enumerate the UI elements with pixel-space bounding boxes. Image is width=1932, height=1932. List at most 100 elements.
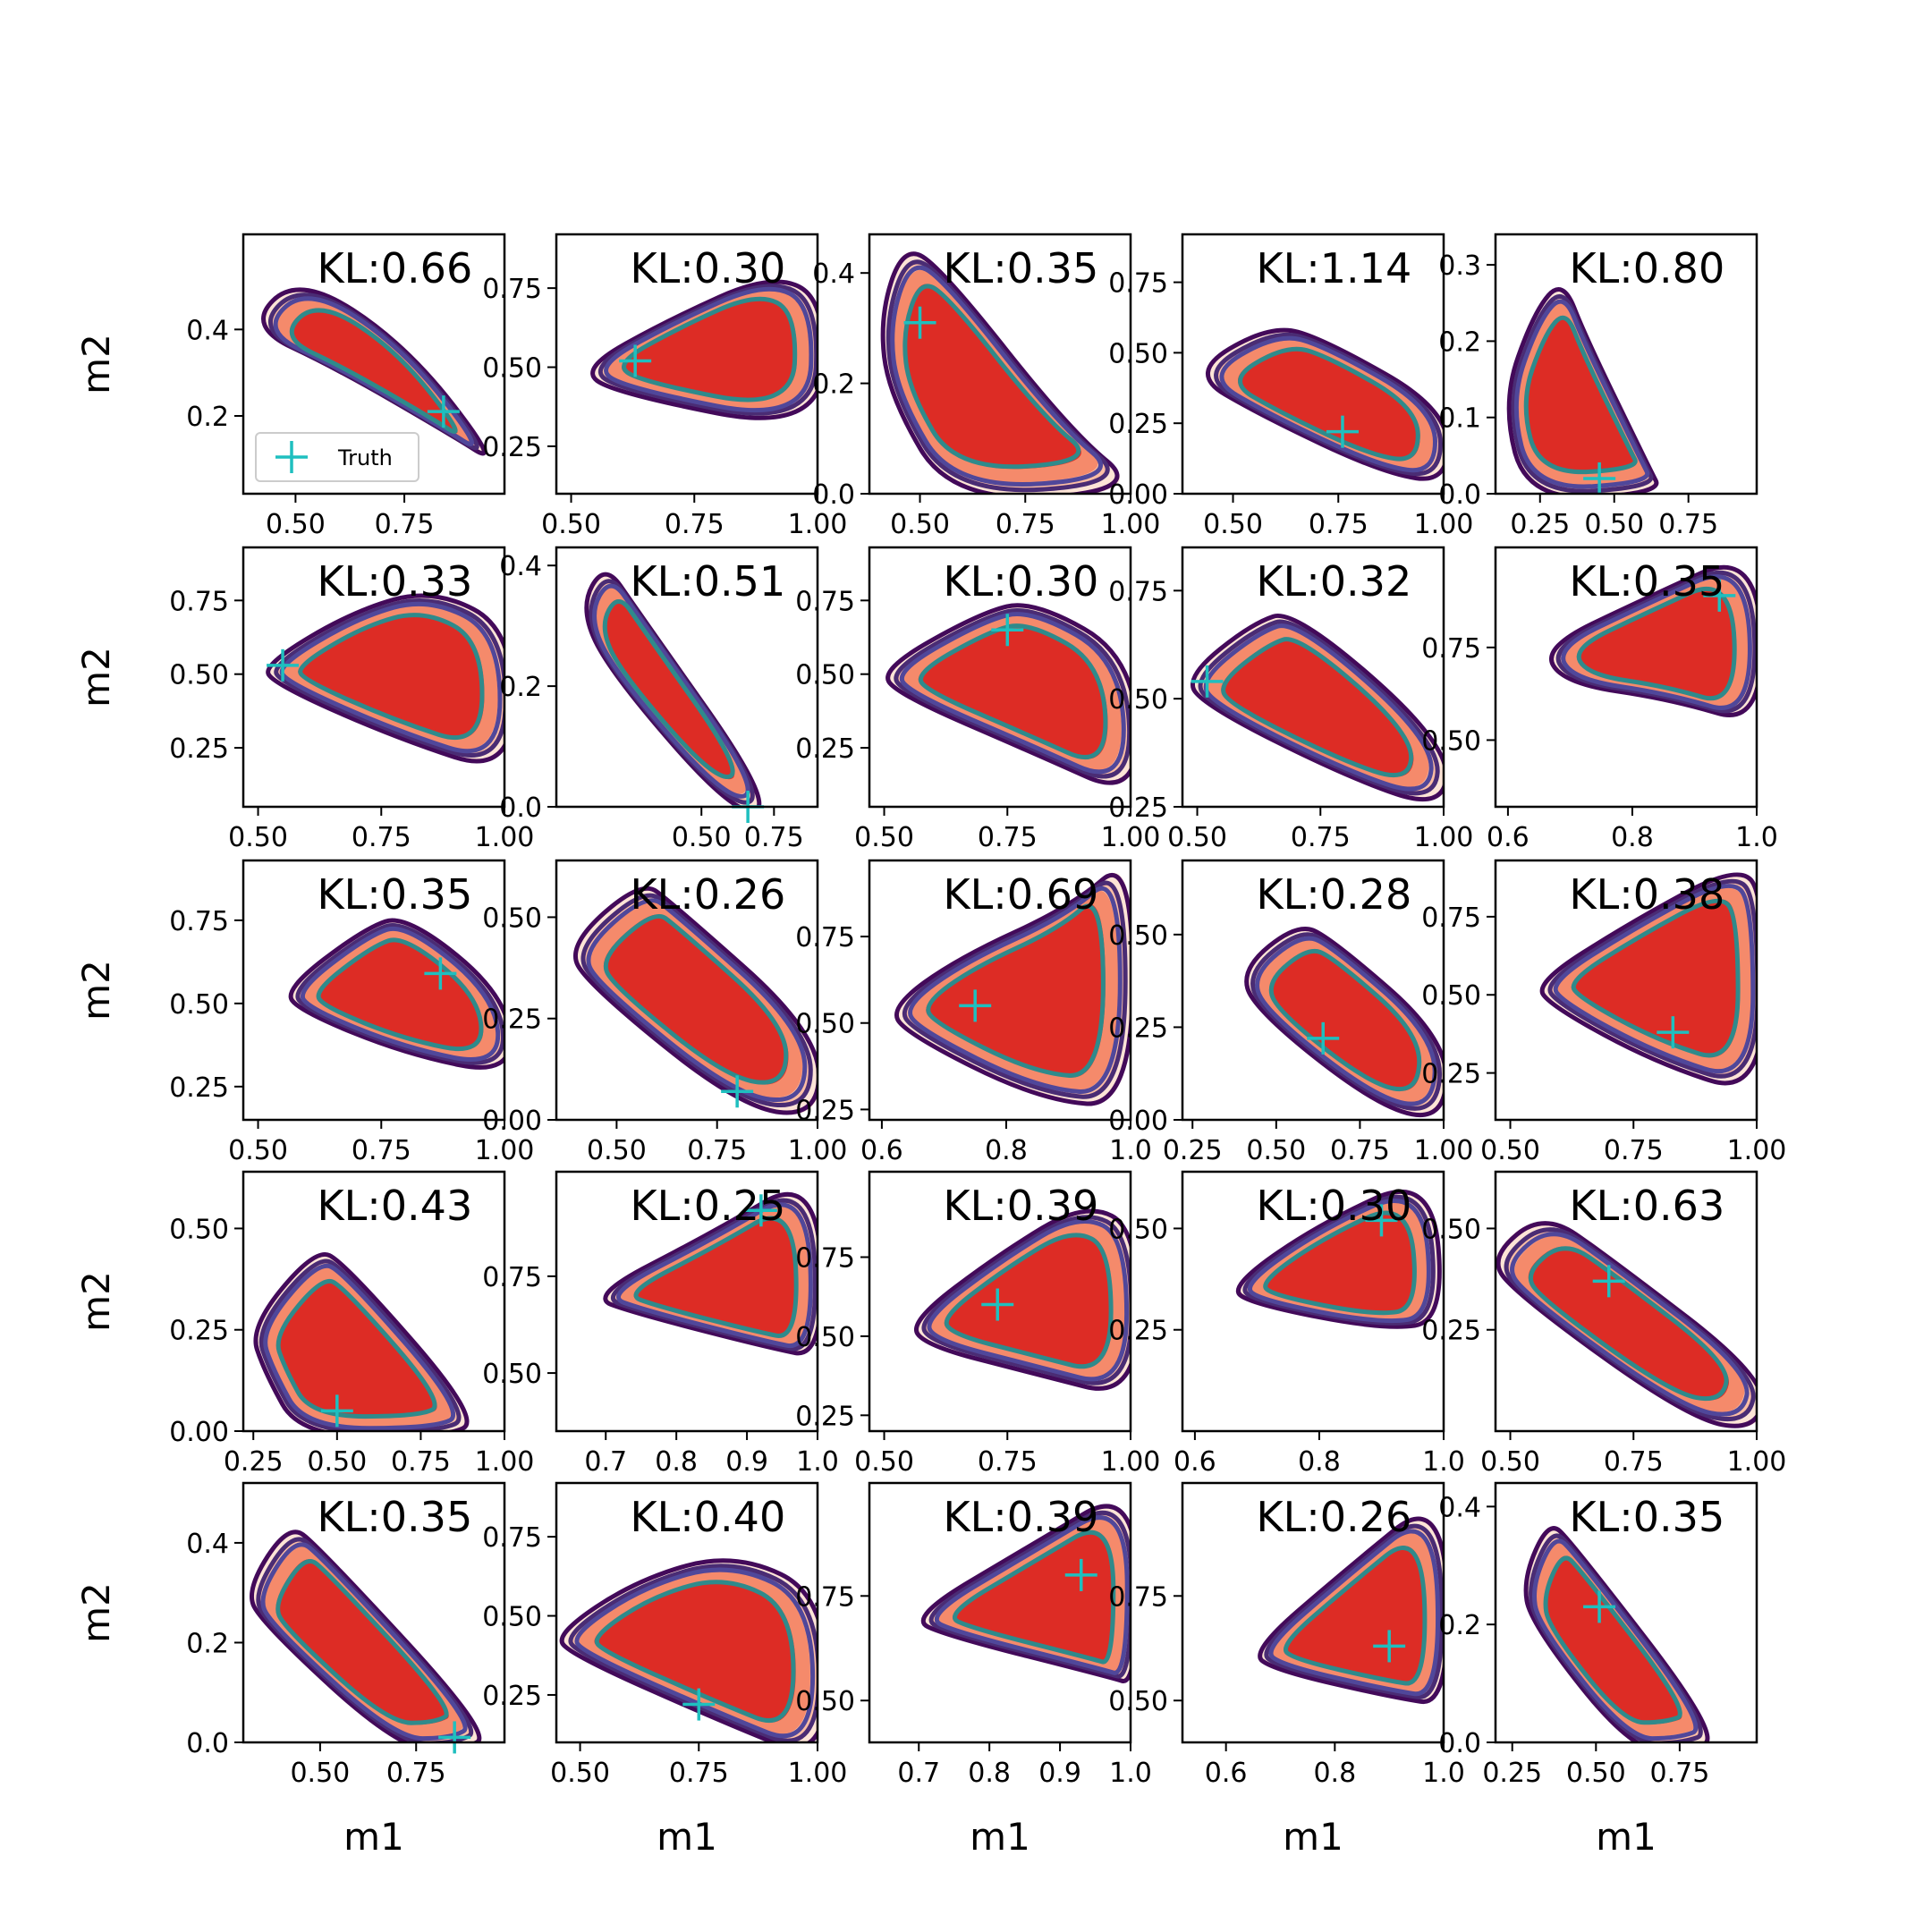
axes-frame — [868, 1481, 1132, 1744]
x-tick-label: 0.50 — [541, 509, 601, 540]
y-tick-label: 0.2 — [1438, 326, 1481, 358]
density-fill-level-4 — [622, 297, 797, 402]
y-tick-label: 0.50 — [169, 660, 229, 691]
panel-17: 0.7 0.8 0.9 1.0 0.50 0.75 KL:0.25 — [482, 1170, 839, 1478]
kl-label: KL:0.30 — [944, 557, 1099, 606]
x-tick-label: 0.75 — [996, 509, 1055, 540]
truth-marker — [981, 1288, 1014, 1321]
x-tick-label: 0.50 — [672, 822, 732, 853]
contour-line-1 — [1523, 1526, 1710, 1742]
x-tick-label: 1.0 — [1109, 1135, 1152, 1166]
y-tick-label: 0.75 — [1421, 902, 1481, 934]
axes-frame — [868, 546, 1132, 809]
contour-line-3 — [899, 612, 1126, 775]
contour-line-3 — [1553, 883, 1756, 1074]
x-tick-label: 1.00 — [1101, 1446, 1161, 1478]
contour-line-1 — [572, 886, 818, 1115]
axes-frame — [555, 233, 819, 496]
x-tick-label: 1.00 — [1414, 1135, 1474, 1166]
x-tick-label: 0.25 — [224, 1446, 284, 1478]
density-plot — [880, 251, 1121, 494]
y-tick-label: 0.75 — [795, 1581, 855, 1613]
x-tick-label: 0.50 — [1167, 822, 1227, 853]
x-tick-label: 1.0 — [1109, 1758, 1152, 1789]
axes-frame — [555, 1170, 819, 1433]
x-tick-label: 0.50 — [290, 1758, 350, 1789]
contour-line-1 — [1496, 1221, 1757, 1428]
density-fill-level-4 — [1269, 949, 1421, 1091]
panel-18: 0.50 0.75 1.00 0.25 0.50 0.75 KL:0.39 — [795, 1170, 1161, 1478]
density-plot — [1244, 927, 1444, 1118]
truth-marker — [619, 344, 652, 377]
density-fill-level-4 — [926, 903, 1106, 1078]
density-plot — [1539, 872, 1757, 1086]
density-plot — [559, 1558, 818, 1742]
contour-line-1 — [1539, 872, 1757, 1086]
density-plot — [914, 1208, 1131, 1391]
contour-line-2 — [1250, 932, 1443, 1111]
y-tick-label: 0.1 — [1438, 403, 1481, 435]
contour-line-3 — [908, 886, 1123, 1094]
y-tick-label: 0.75 — [1421, 633, 1481, 665]
panel-21: 0.50 0.75 0.0 0.2 0.4 KL:0.35 — [186, 1481, 506, 1789]
x-tick-label: 0.50 — [890, 509, 950, 540]
y-tick-label: 0.75 — [795, 1242, 855, 1274]
y-tick-label: 0.0 — [1438, 479, 1481, 511]
density-fill-level-4 — [944, 1233, 1114, 1368]
density-fill-level-4 — [275, 1559, 449, 1725]
contour-line-1 — [559, 1558, 818, 1742]
x-tick-label: 0.50 — [854, 822, 914, 853]
contour-line-3 — [592, 583, 750, 799]
axes-frame — [555, 546, 819, 809]
kl-label: KL:0.35 — [944, 244, 1099, 292]
axes-frame — [1494, 1481, 1758, 1744]
x-tick-label: 0.50 — [1480, 1446, 1540, 1478]
contour-line-1 — [288, 918, 504, 1070]
x-tick-label: 0.75 — [391, 1446, 451, 1478]
contour-line-1 — [914, 1208, 1131, 1391]
x-tick-label: 1.00 — [788, 1135, 848, 1166]
contour-line-1 — [1258, 1516, 1444, 1704]
x-tick-label: 0.50 — [266, 509, 326, 540]
x-tick-label: 1.00 — [788, 509, 848, 540]
density-plot — [249, 1530, 482, 1742]
contour-line-3 — [260, 1542, 468, 1741]
contour-line-1 — [920, 1504, 1131, 1683]
x-tick-label: 1.00 — [475, 1446, 535, 1478]
contour-line-3 — [263, 1263, 456, 1431]
panel-11: 0.50 0.75 1.00 0.25 0.50 0.75 KL:0.35 — [169, 859, 535, 1166]
density-fill-level-4 — [918, 624, 1108, 759]
x-tick-label: 0.25 — [1163, 1135, 1223, 1166]
x-tick-label: 0.75 — [1604, 1446, 1664, 1478]
contour-line-4 — [1523, 315, 1638, 475]
y-tick-label: 0.50 — [1108, 920, 1168, 952]
truth-marker — [1373, 1630, 1406, 1663]
y-tick-label: 0.25 — [1421, 1316, 1481, 1347]
y-tick-label: 0.25 — [1421, 1059, 1481, 1090]
x-tick-label: 1.00 — [475, 1135, 535, 1166]
truth-marker — [682, 1688, 716, 1721]
density-fill-level-4 — [903, 284, 1081, 470]
panel-7: 0.50 0.75 0.0 0.2 0.4 KL:0.51 — [499, 546, 819, 853]
density-plot — [1496, 1221, 1757, 1428]
density-plot — [1549, 564, 1757, 717]
y-tick-label: 0.25 — [1108, 792, 1168, 824]
contour-line-3 — [1203, 623, 1434, 792]
kl-label: KL:0.69 — [944, 870, 1099, 919]
x-tick-label: 0.50 — [228, 822, 288, 853]
contour-line-2 — [902, 880, 1128, 1099]
x-tick-label: 0.50 — [1584, 509, 1644, 540]
x-tick-label: 0.50 — [854, 1446, 914, 1478]
x-tick-label: 0.75 — [978, 1446, 1038, 1478]
panel-1: 0.50 0.75 0.2 0.4 KL:0.66 Truth — [186, 233, 506, 540]
axes-frame — [242, 1481, 506, 1744]
contour-line-4 — [952, 1530, 1116, 1665]
y-tick-label: 0.75 — [169, 906, 229, 937]
y-tick-label: 0.0 — [1438, 1728, 1481, 1759]
x-axis-label: m1 — [343, 1815, 404, 1859]
contour-line-3 — [934, 1515, 1130, 1675]
contour-line-3 — [574, 1567, 816, 1739]
truth-marker — [1703, 579, 1736, 612]
